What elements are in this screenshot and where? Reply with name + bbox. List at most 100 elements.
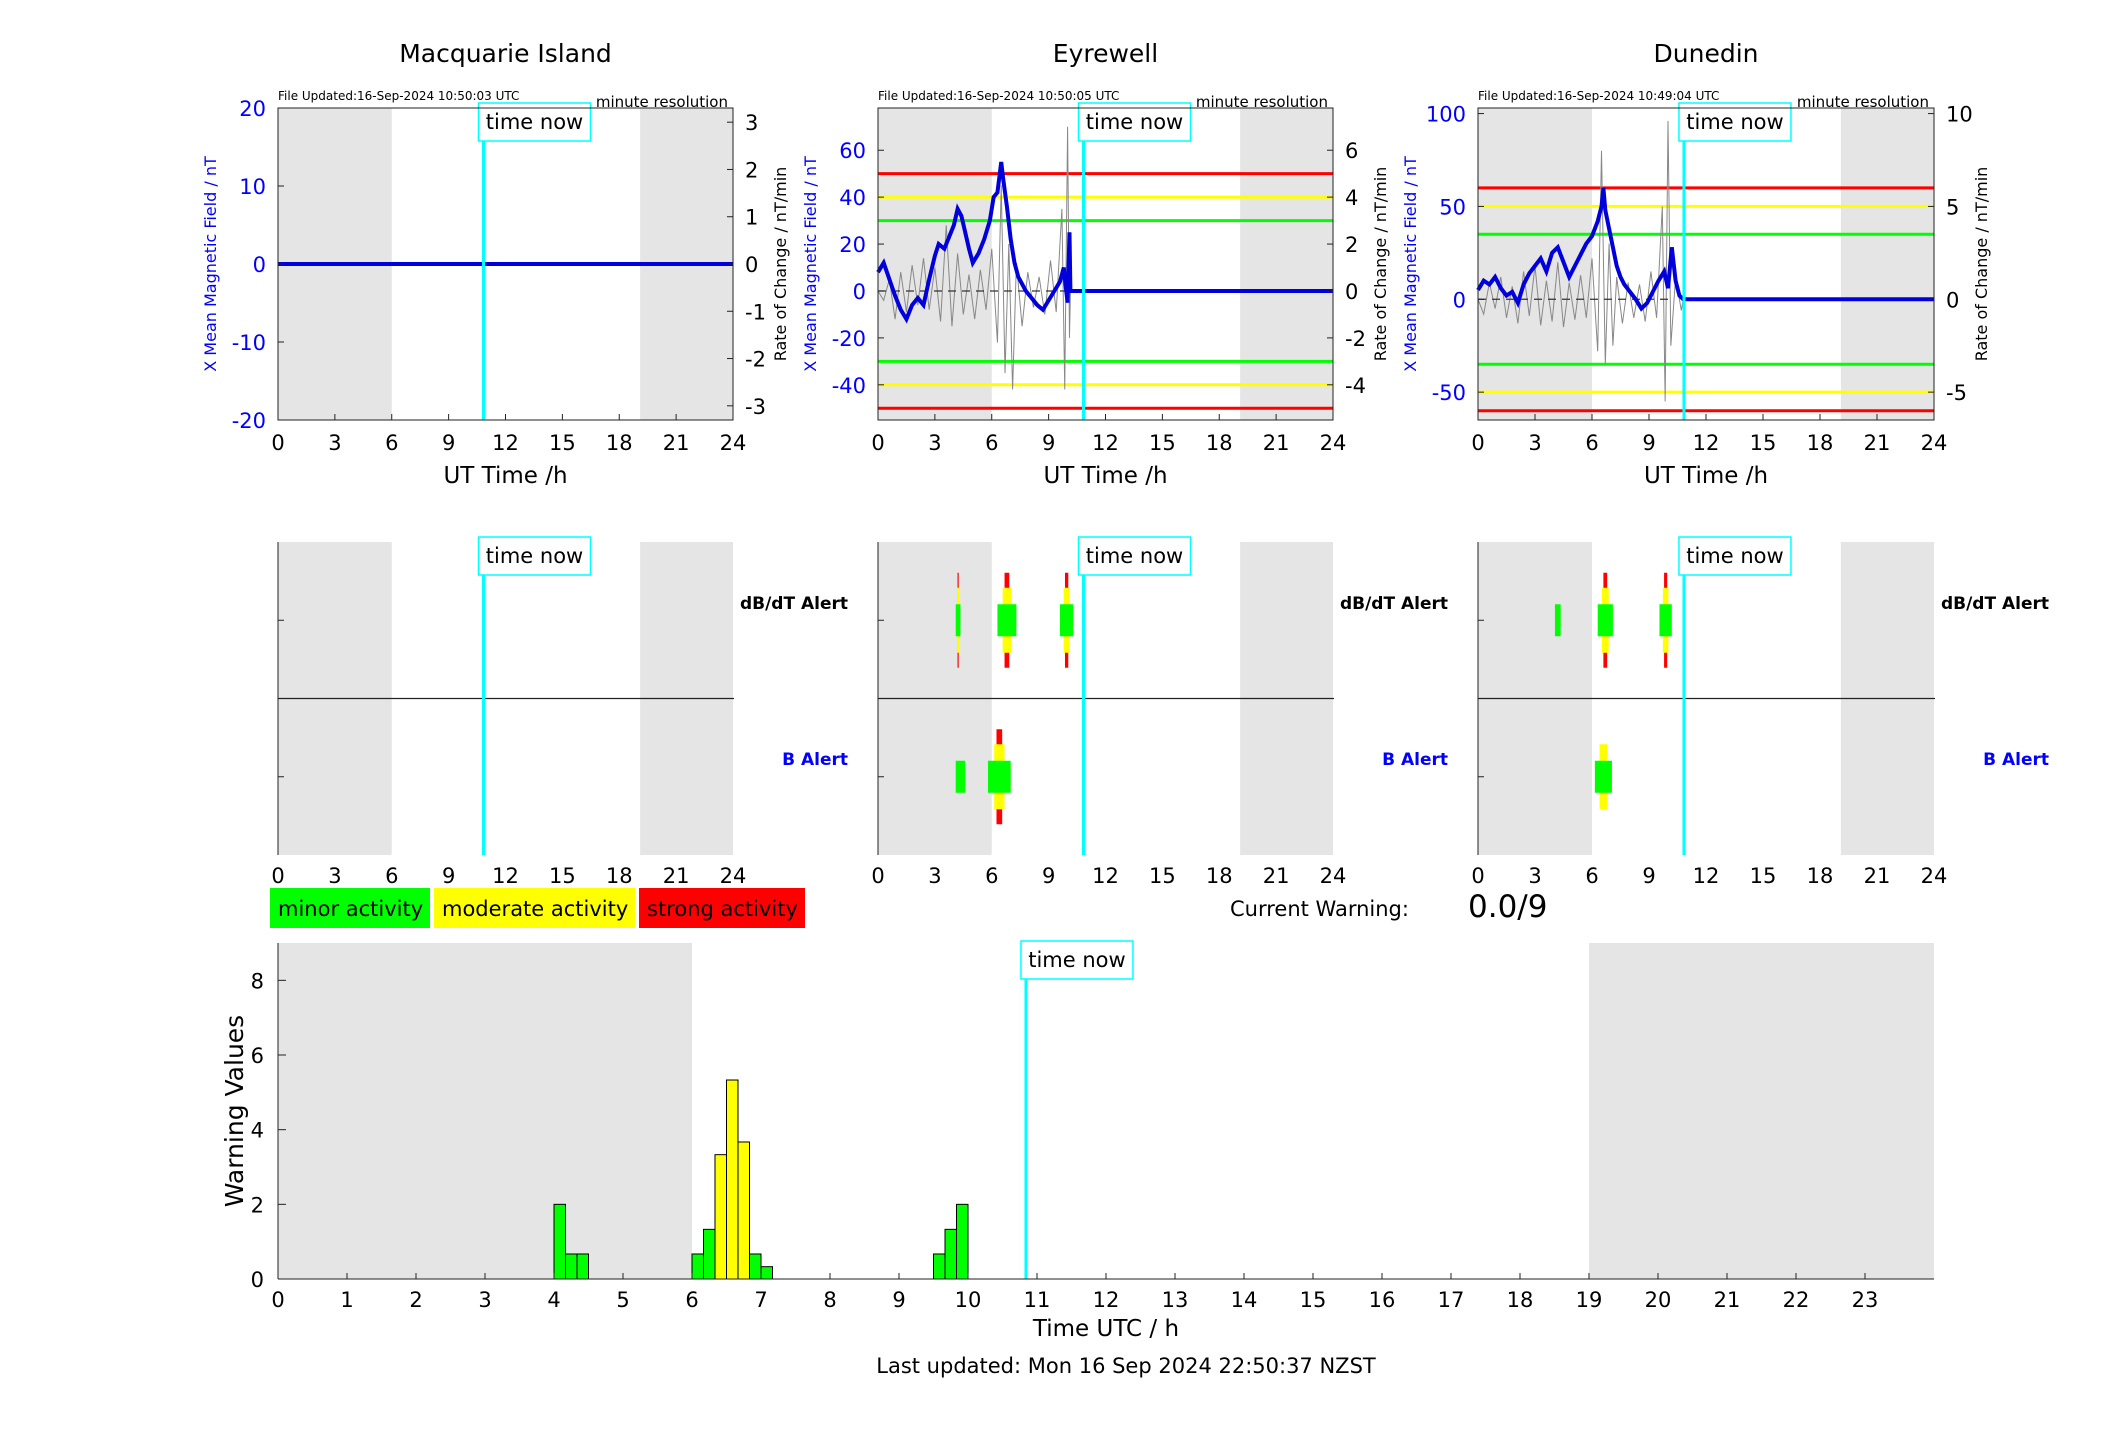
last-updated: Last updated: Mon 16 Sep 2024 22:50:37 N…	[876, 1354, 1376, 1378]
night-shading	[1589, 943, 1934, 1279]
right-axis-label: Rate of Change / nT/min	[1371, 167, 1390, 362]
alert-x-tick-label: 0	[271, 864, 284, 888]
alert-x-tick-label: 6	[1585, 864, 1598, 888]
y-tick-label: 60	[839, 139, 866, 163]
right-tick-label: -5	[1946, 381, 1967, 405]
y-tick-label: 0	[253, 253, 266, 277]
x-tick-label: 3	[928, 431, 941, 455]
time-now-label: time now	[1086, 544, 1183, 568]
x-tick-label: 9	[1042, 431, 1055, 455]
x-tick-label: 12	[1092, 431, 1119, 455]
x-tick-label: 20	[1645, 1288, 1672, 1312]
right-tick-label: 0	[745, 253, 758, 277]
night-shading	[278, 943, 692, 1279]
y-tick-label: 6	[251, 1044, 264, 1068]
alert-x-tick-label: 12	[492, 864, 519, 888]
right-tick-label: 3	[745, 111, 758, 135]
night-shading	[1840, 108, 1934, 420]
alert-x-tick-label: 15	[1750, 864, 1777, 888]
y-axis-label: X Mean Magnetic Field / nT	[201, 156, 220, 372]
x-tick-label: 21	[1864, 431, 1891, 455]
alert-mark-strong	[1060, 604, 1074, 637]
time-now-box	[1077, 536, 1192, 576]
x-tick-label: 24	[720, 431, 747, 455]
x-tick-label: 16	[1369, 1288, 1396, 1312]
current-warning-value: 0.0/9	[1468, 889, 1547, 925]
station-title: Macquarie Island	[399, 39, 612, 68]
right-tick-label: -2	[745, 348, 766, 372]
warning-bar	[576, 1253, 589, 1280]
x-tick-label: 15	[1750, 431, 1777, 455]
alert-mark-strong	[955, 604, 961, 637]
time-now-label: time now	[1028, 948, 1125, 972]
x-tick-label: 24	[1320, 431, 1347, 455]
alert-mark-strong	[1597, 604, 1613, 637]
warning-bar	[760, 1266, 774, 1280]
x-tick-label: 9	[1642, 431, 1655, 455]
time-now-label: time now	[1086, 110, 1183, 134]
alert-x-tick-label: 15	[549, 864, 576, 888]
alert-x-tick-label: 21	[1263, 864, 1290, 888]
alert-x-tick-label: 6	[385, 864, 398, 888]
activity-legend: minor activity moderate activity strong ac…	[270, 888, 805, 928]
file-updated: File Updated:16-Sep-2024 10:50:03 UTC	[278, 89, 519, 103]
alert-mark-minor	[1554, 604, 1561, 637]
x-tick-label: 17	[1438, 1288, 1465, 1312]
station-title: Dunedin	[1654, 39, 1759, 68]
x-axis-label: UT Time /h	[1043, 463, 1167, 489]
x-tick-label: 14	[1231, 1288, 1258, 1312]
y-tick-label: 0	[853, 280, 866, 304]
x-tick-label: 0	[271, 1288, 284, 1312]
right-axis-label: Rate of Change / nT/min	[1972, 167, 1991, 362]
time-now-label: time now	[486, 110, 583, 134]
y-tick-label: 100	[1426, 103, 1466, 127]
alert-x-tick-label: 18	[606, 864, 633, 888]
alert-x-tick-label: 21	[1864, 864, 1891, 888]
y-tick-label: 4	[251, 1119, 264, 1143]
warning-bar	[955, 1203, 969, 1280]
time-now-box	[477, 536, 592, 576]
x-tick-label: 8	[823, 1288, 836, 1312]
x-tick-label: 15	[549, 431, 576, 455]
dbdt-alert-label: dB/dT Alert	[740, 594, 848, 614]
alert-x-tick-label: 12	[1092, 864, 1119, 888]
b-alert-label: B Alert	[782, 750, 848, 770]
right-tick-label: 0	[1345, 280, 1358, 304]
right-tick-label: -4	[1345, 374, 1366, 398]
right-tick-label: 6	[1345, 139, 1358, 163]
x-tick-label: 18	[606, 431, 633, 455]
x-tick-label: 5	[616, 1288, 629, 1312]
x-tick-label: 4	[547, 1288, 560, 1312]
alert-x-tick-label: 9	[1042, 864, 1055, 888]
x-tick-label: 9	[442, 431, 455, 455]
x-tick-label: 18	[1807, 431, 1834, 455]
x-tick-label: 12	[1093, 1288, 1120, 1312]
dbdt-alert-label: dB/dT Alert	[1340, 594, 1448, 614]
alert-x-tick-label: 21	[663, 864, 690, 888]
resolution-label: minute resolution	[1196, 93, 1328, 111]
alert-mark-minor	[955, 760, 966, 793]
y-tick-label: 2	[251, 1193, 264, 1217]
alert-mark-moderate	[1594, 760, 1612, 793]
x-axis-label: Time UTC / h	[1032, 1316, 1179, 1342]
x-tick-label: 21	[1714, 1288, 1741, 1312]
x-tick-label: 9	[892, 1288, 905, 1312]
file-updated: File Updated:16-Sep-2024 10:50:05 UTC	[878, 89, 1119, 103]
time-now-label: time now	[1686, 544, 1783, 568]
x-tick-label: 6	[685, 1288, 698, 1312]
time-now-box	[1678, 102, 1792, 142]
x-tick-label: 10	[955, 1288, 982, 1312]
alert-x-tick-label: 24	[1921, 864, 1948, 888]
x-tick-label: 18	[1507, 1288, 1534, 1312]
warning-bar	[737, 1141, 751, 1280]
y-tick-label: 8	[251, 969, 264, 993]
legend-label: minor activity	[278, 897, 423, 921]
x-tick-label: 3	[328, 431, 341, 455]
time-now-box	[1077, 102, 1192, 142]
alert-panels: time now 0 3 6 9 12 15 18 21 24 dB/dT Alert B Alert…	[271, 536, 2049, 888]
x-tick-label: 12	[492, 431, 519, 455]
